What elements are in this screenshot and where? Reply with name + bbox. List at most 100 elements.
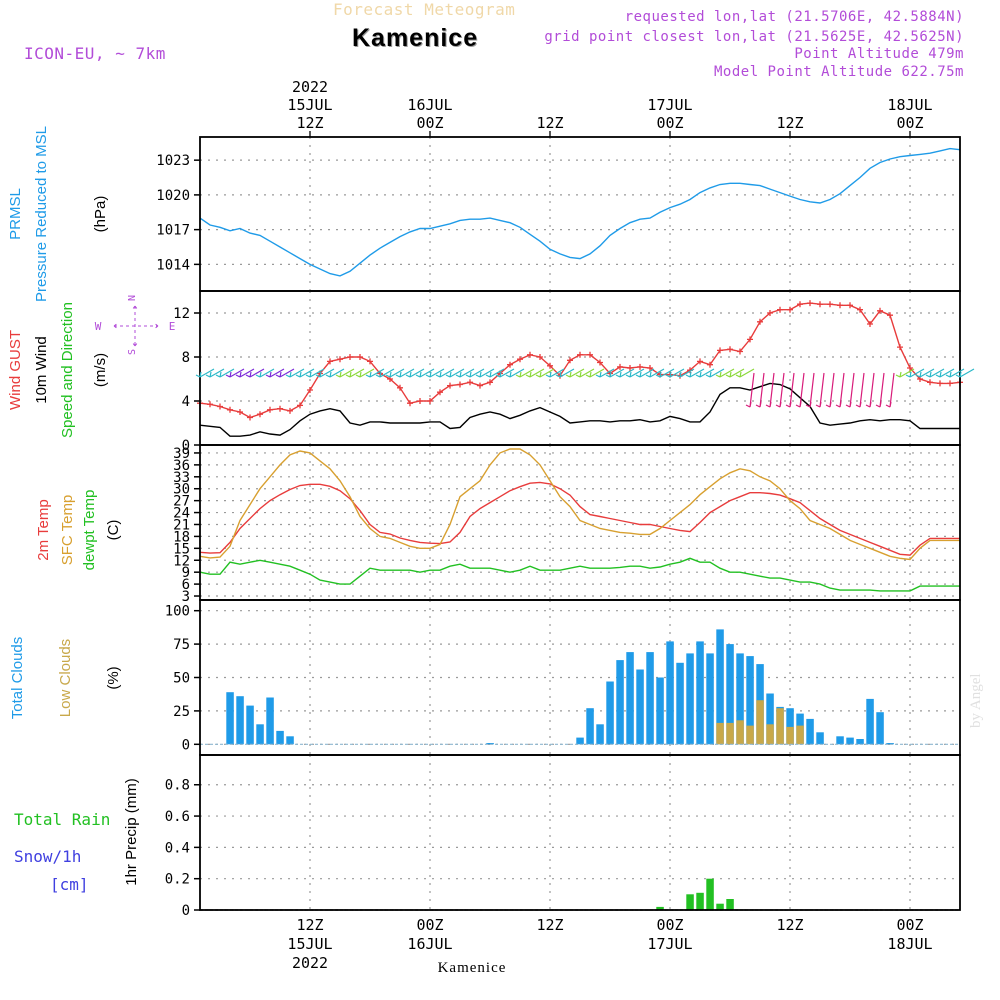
gust-marker	[717, 347, 723, 354]
pressure-series-line	[199, 147, 961, 277]
wind-arrow	[865, 372, 875, 408]
clouds-bar	[246, 705, 254, 745]
temperature-ytick-label: 39	[173, 446, 190, 462]
clouds-bar	[716, 722, 724, 745]
wind-arrow	[725, 368, 745, 378]
temperature-series-line	[199, 481, 960, 556]
wind-arrow	[365, 368, 385, 378]
temperature-ytick-label: 24	[173, 506, 190, 522]
clouds-axis-label: Total Clouds	[9, 637, 26, 720]
clouds-bar	[276, 730, 284, 745]
temperature-ytick-label: 12	[173, 553, 190, 569]
clouds-bar	[726, 722, 734, 745]
gust-marker	[457, 381, 463, 388]
bottom-time-label: 17JUL	[647, 935, 692, 953]
clouds-ytick-label: 25	[173, 704, 190, 720]
wind-arrow	[835, 372, 845, 408]
wind-arrow	[675, 368, 695, 378]
precipitation-ytick-label: 0	[182, 903, 190, 919]
wind-arrow	[665, 368, 685, 378]
wind-arrow	[685, 368, 705, 378]
clouds-bar	[686, 653, 694, 745]
gust-marker	[797, 301, 803, 308]
top-time-label: 16JUL	[407, 96, 452, 114]
bottom-time-label: 15JUL	[287, 935, 332, 953]
gust-marker	[337, 356, 343, 363]
temperature-ytick-label: 6	[182, 577, 190, 593]
top-time-label: 12Z	[296, 114, 323, 132]
wind-arrow	[405, 368, 425, 378]
wind-arrow	[505, 368, 525, 378]
wind-axis-label: Speed and Direction	[59, 302, 76, 438]
clouds-bar	[706, 653, 714, 745]
temperature-ytick-label: 33	[173, 470, 190, 486]
precipitation-bar	[716, 903, 724, 910]
wind-ytick-label: 4	[182, 394, 190, 410]
bottom-time-label: 12Z	[776, 916, 803, 934]
clouds-bar	[816, 732, 824, 745]
clouds-axis-label: (%)	[105, 666, 122, 689]
wind-arrow	[375, 368, 395, 378]
temperature-axis-label: dewpt Temp	[81, 490, 98, 571]
gust-marker	[407, 400, 413, 407]
gust-marker	[647, 365, 653, 371]
gust-marker	[517, 356, 523, 363]
gust-marker	[467, 379, 473, 386]
wind-arrow	[475, 368, 495, 378]
temperature-ytick-label: 27	[173, 494, 190, 510]
gust-marker	[507, 361, 513, 368]
clouds-bar	[876, 712, 884, 745]
wind-ytick-label: 12	[173, 306, 190, 322]
clouds-bar	[726, 644, 734, 745]
temperature-axis-label: (C)	[105, 520, 122, 541]
temperature-axis-label: 2m Temp	[35, 499, 52, 560]
top-time-label: 00Z	[416, 114, 443, 132]
suptitle: Forecast Meteogram	[333, 0, 516, 19]
bottom-time-label: 2022	[292, 954, 328, 972]
gust-marker	[547, 362, 553, 369]
wind-arrow	[825, 372, 835, 408]
requested-coords: requested lon,lat (21.5706E, 42.5884N)	[624, 9, 964, 25]
top-time-label: 00Z	[896, 114, 923, 132]
gust-marker	[307, 387, 313, 393]
gust-marker	[727, 346, 733, 353]
gust-marker	[447, 382, 453, 389]
gust-marker	[937, 380, 943, 387]
gust-marker	[737, 348, 743, 355]
gust-marker	[877, 307, 883, 314]
wind-arrow	[385, 368, 405, 378]
wind-arrow	[575, 368, 595, 378]
gust-marker	[777, 306, 783, 313]
wind-arrow	[805, 372, 815, 408]
gust-marker	[787, 306, 793, 313]
wind-arrow	[255, 368, 275, 378]
clouds-bar	[486, 743, 494, 745]
clouds-ytick-label: 75	[173, 637, 190, 653]
gust-marker	[417, 398, 423, 404]
direction-key-west: W	[95, 320, 102, 333]
top-time-label: 12Z	[776, 114, 803, 132]
gust-marker	[577, 351, 583, 358]
precipitation-ytick-label: 0.6	[165, 809, 190, 825]
clouds-bar	[736, 720, 744, 745]
temperature-series-line	[199, 448, 960, 561]
bottom-time-label: 16JUL	[407, 935, 452, 953]
wind-arrow	[625, 368, 645, 378]
gust-marker	[487, 379, 493, 386]
pressure-axis-label: PRMSL	[7, 188, 24, 240]
clouds-bar	[286, 736, 294, 745]
wind-arrow	[495, 368, 515, 378]
gust-marker	[297, 402, 303, 409]
clouds-bar	[606, 681, 614, 745]
precipitation-bar	[706, 878, 714, 910]
wind-arrow	[275, 368, 295, 378]
precip-legend-label: Snow/1h	[14, 847, 81, 866]
wind-arrow	[815, 372, 825, 408]
clouds-bar	[646, 652, 654, 745]
direction-key-north: N	[127, 295, 138, 301]
gust-marker	[887, 312, 893, 319]
precipitation-ytick-label: 0.8	[165, 778, 190, 794]
clouds-bar	[786, 726, 794, 745]
precip-legend-label: [cm]	[50, 875, 89, 894]
